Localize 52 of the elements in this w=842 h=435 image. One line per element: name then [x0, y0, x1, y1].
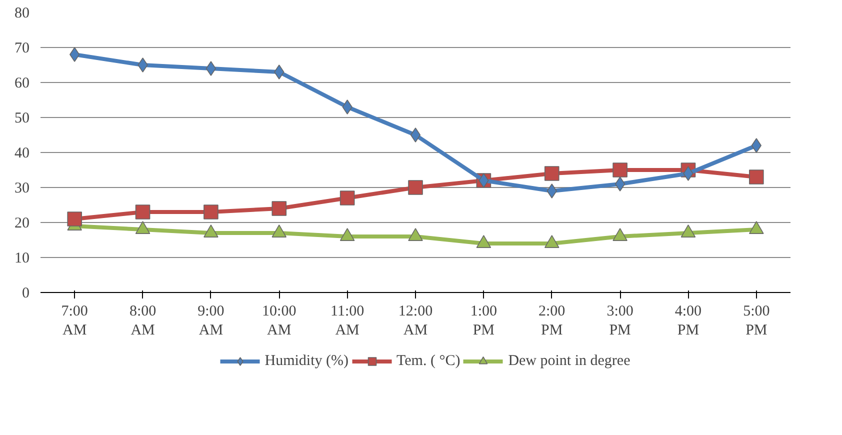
point	[408, 228, 423, 241]
point	[749, 170, 764, 184]
x-tick-label: 12:00 AM	[398, 304, 433, 339]
x-tick-label: 5:00 PM	[743, 304, 770, 339]
legend-label: Dew point in degree	[508, 352, 630, 370]
point	[206, 61, 216, 76]
y-tick-label: 10	[14, 250, 30, 266]
y-tick-label: 60	[14, 76, 30, 92]
point	[342, 100, 352, 114]
point	[135, 221, 150, 234]
y-tick-label: 80	[14, 6, 30, 22]
y-tick-label: 30	[14, 180, 30, 196]
x-tick-label: 4:00 PM	[674, 304, 702, 339]
point	[340, 228, 355, 241]
x-tick-label: 2:00 PM	[538, 304, 566, 339]
x-tick-label: 7:00 AM	[61, 304, 88, 339]
point	[614, 176, 626, 192]
point	[751, 138, 762, 153]
point	[67, 212, 82, 226]
point	[544, 166, 560, 181]
point	[272, 224, 287, 238]
x-tick-label: 9:00 AM	[198, 304, 224, 339]
point	[70, 47, 80, 62]
point	[340, 190, 355, 206]
legend-label: Tem. ( °C)	[396, 352, 460, 370]
point	[476, 235, 492, 248]
point	[408, 180, 423, 195]
point	[612, 228, 628, 241]
point	[544, 235, 560, 248]
y-tick-label: 50	[14, 110, 30, 126]
y-tick-label: 40	[14, 146, 30, 162]
legend-label: Humidity (%)	[264, 352, 349, 370]
point	[749, 221, 764, 234]
point	[410, 128, 421, 142]
x-tick-label: 3:00 PM	[606, 304, 634, 339]
x-tick-label: 1:00 PM	[470, 304, 498, 339]
x-tick-label: 11:00 AM	[330, 304, 364, 339]
y-tick-label: 70	[14, 40, 30, 56]
point	[683, 166, 694, 181]
x-tick-label: 10:00 AM	[262, 304, 296, 339]
point	[272, 201, 287, 216]
point	[546, 184, 557, 198]
point	[204, 224, 218, 238]
point	[680, 224, 696, 238]
point	[274, 64, 284, 80]
y-tick-label: 0	[22, 286, 30, 302]
point	[138, 58, 148, 72]
point	[135, 204, 150, 220]
y-tick-label: 20	[14, 216, 30, 232]
point	[612, 162, 628, 178]
point	[204, 204, 218, 220]
x-tick-label: 8:00 AM	[129, 304, 156, 339]
